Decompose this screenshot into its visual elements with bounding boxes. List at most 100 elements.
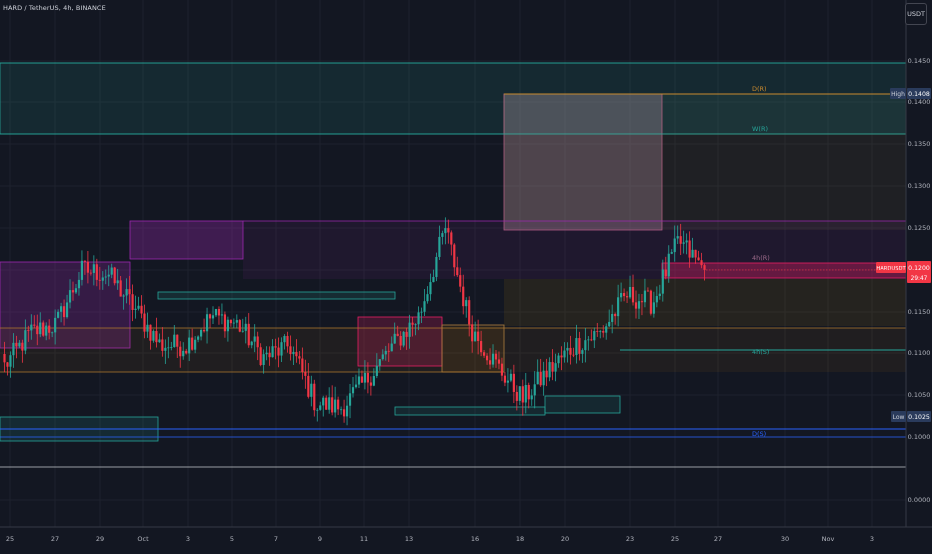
candle-up	[107, 265, 110, 287]
candle-up	[205, 307, 209, 344]
candle-body	[506, 380, 509, 383]
candle-up	[617, 284, 620, 327]
zone-box	[544, 395, 621, 414]
candle-up	[226, 316, 229, 342]
high-tag-label: High	[891, 91, 905, 98]
candle-body	[226, 319, 229, 332]
candle-body	[450, 232, 453, 245]
candle-body	[456, 267, 459, 276]
candle-up	[372, 368, 375, 387]
candle-body	[620, 293, 623, 298]
candle-up	[45, 322, 48, 341]
candle-down	[399, 331, 402, 351]
candle-down	[614, 312, 617, 325]
candle-body	[274, 346, 277, 348]
candle-body	[235, 320, 238, 323]
candle-body	[30, 324, 33, 331]
candle-body	[134, 308, 137, 310]
candle-down	[62, 299, 66, 326]
candle-body	[211, 315, 215, 319]
candle-down	[119, 276, 122, 297]
candle-down	[36, 314, 39, 346]
candle-down	[694, 249, 697, 264]
candle-up	[92, 255, 95, 286]
candle-down	[33, 315, 36, 329]
candle-down	[247, 313, 250, 348]
candle-up	[491, 344, 495, 368]
candle-up	[599, 329, 602, 339]
candle-up	[444, 217, 447, 245]
candle-body	[548, 362, 551, 378]
zone-box	[503, 93, 663, 231]
candle-down	[98, 266, 101, 290]
candle-body	[670, 252, 673, 254]
time-tick-label: 25	[6, 535, 14, 543]
candle-body	[125, 289, 128, 296]
candle-up	[101, 271, 104, 290]
candle-body	[584, 340, 587, 351]
zones	[0, 62, 907, 442]
candle-up	[524, 373, 527, 414]
candle-body	[77, 279, 81, 289]
candle-body	[27, 330, 30, 331]
candle-up	[104, 269, 107, 285]
candle-body	[119, 280, 122, 297]
candle-body	[202, 329, 206, 332]
candle-down	[664, 256, 667, 280]
candle-up	[80, 250, 84, 286]
candle-up	[670, 249, 673, 255]
candle-down	[202, 318, 206, 333]
candle-up	[530, 389, 533, 406]
candle-body	[39, 322, 42, 335]
time-tick-label: 20	[561, 535, 569, 543]
candle-up	[542, 361, 545, 396]
candle-body	[342, 409, 346, 417]
candle-down	[325, 395, 328, 410]
candle-up	[554, 353, 557, 382]
candle-body	[128, 289, 131, 295]
candle-down	[497, 351, 501, 370]
levels	[0, 62, 906, 468]
candle-body	[485, 355, 489, 361]
time-tick-label: 13	[405, 535, 413, 543]
candle-body	[65, 302, 69, 318]
price-tick-label: 0.1350	[908, 140, 931, 148]
candle-body	[414, 324, 417, 326]
candle-body	[628, 287, 632, 298]
candle-body	[101, 277, 104, 281]
candle-down	[622, 288, 626, 302]
candle-body	[599, 331, 602, 332]
candle-body	[301, 358, 304, 373]
candle-body	[131, 294, 134, 310]
candle-down	[468, 296, 471, 337]
candle-up	[345, 395, 349, 426]
candle-body	[244, 323, 247, 331]
candle-down	[342, 399, 346, 423]
candle-body	[322, 397, 325, 406]
candle-up	[426, 286, 429, 304]
candle-body	[405, 331, 408, 337]
candle-body	[95, 264, 98, 280]
pivot-label-2: 4h(R)	[752, 254, 770, 262]
time-tick-label: 27	[51, 535, 59, 543]
candle-body	[605, 326, 608, 333]
candle-body	[304, 372, 307, 376]
time-axis: 25 27 29 Oct 3 5 7 9 11 13 16 18 20 23 25 27 30 Nov 3	[0, 526, 932, 543]
candle-up	[125, 278, 128, 304]
candle-body	[682, 242, 685, 244]
price-tick-label: 0.1050	[908, 391, 931, 399]
candle-down	[503, 372, 507, 387]
candle-down	[223, 311, 227, 338]
candle-down	[140, 295, 143, 319]
currency-button[interactable]: USDT	[905, 3, 927, 25]
candle-body	[208, 314, 212, 319]
candle-down	[3, 341, 6, 373]
candle-body	[277, 347, 280, 356]
candle-down	[459, 267, 462, 293]
candle-down	[161, 327, 164, 357]
candle-down	[578, 331, 581, 361]
candle-up	[429, 273, 432, 301]
zone-box	[504, 134, 906, 230]
